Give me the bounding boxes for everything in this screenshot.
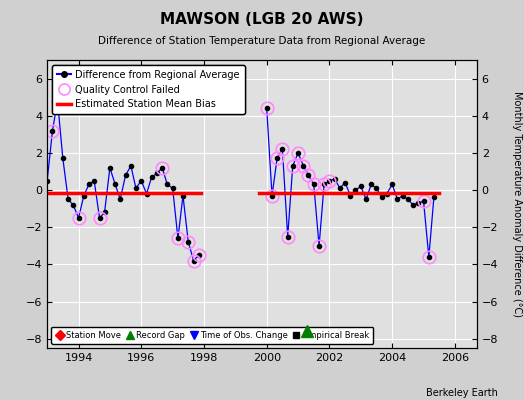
Y-axis label: Monthly Temperature Anomaly Difference (°C): Monthly Temperature Anomaly Difference (… (512, 91, 522, 317)
Legend: Difference from Regional Average, Quality Control Failed, Estimated Station Mean: Difference from Regional Average, Qualit… (52, 65, 245, 114)
Text: Berkeley Earth: Berkeley Earth (426, 388, 498, 398)
Text: MAWSON (LGB 20 AWS): MAWSON (LGB 20 AWS) (160, 12, 364, 27)
Text: Difference of Station Temperature Data from Regional Average: Difference of Station Temperature Data f… (99, 36, 425, 46)
